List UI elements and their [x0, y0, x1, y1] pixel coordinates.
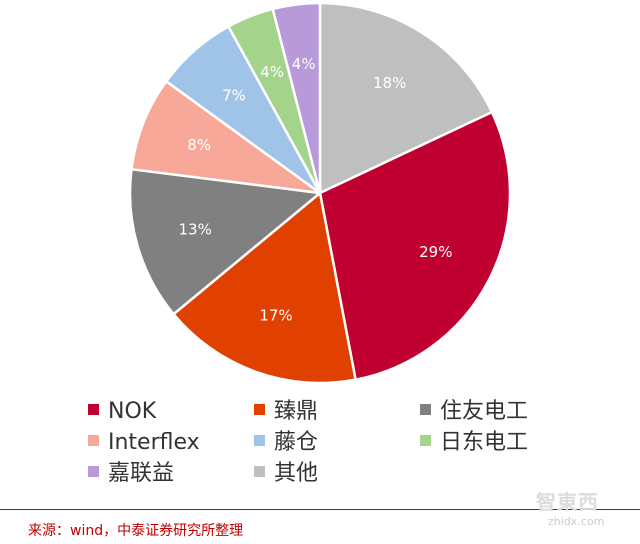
pie-slice-labels: 18% 29% 17% 13% 8% 7% 4% 4% [179, 55, 453, 324]
legend-label-1-0: Interflex [108, 430, 200, 455]
watermark-url: zhidx.com [548, 515, 605, 528]
pie-slices [128, 1, 512, 385]
watermark-logo-text: 智東西 [536, 490, 599, 514]
pie-slice-0 [318, 1, 494, 195]
legend-label-2-0: 嘉联益 [108, 461, 174, 486]
slice-label-2: 17% [259, 306, 292, 324]
legend-swatch-1-0 [88, 435, 99, 446]
legend-swatch-2-0 [88, 466, 99, 477]
legend-swatch-1-1 [254, 435, 265, 446]
slice-label-7: 4% [292, 55, 316, 73]
slice-label-0: 18% [373, 74, 406, 92]
legend-swatch-2-1 [254, 466, 265, 477]
slice-label-6: 4% [260, 63, 284, 81]
legend-label-1-1: 藤仓 [274, 430, 318, 455]
watermark-logo: 智東西 zhidx.com [536, 486, 636, 534]
legend-swatch-1-2 [420, 435, 431, 446]
legend-swatch-0-1 [254, 404, 265, 415]
legend-swatch-0-0 [88, 404, 99, 415]
legend-label-0-1: 臻鼎 [274, 399, 318, 424]
pie-slice-3 [128, 167, 324, 316]
pie-slice-2 [171, 190, 358, 385]
legend-label-1-2: 日东电工 [440, 430, 528, 455]
slice-label-3: 13% [179, 220, 212, 238]
legend-label-0-0: NOK [108, 399, 157, 424]
slice-label-1: 29% [419, 243, 452, 261]
pie-slice-4 [130, 79, 321, 195]
pie-slice-1 [318, 110, 512, 382]
slice-label-4: 8% [187, 136, 211, 154]
source-note: 来源：wind，中泰证券研究所整理 [28, 523, 244, 539]
slice-label-5: 7% [222, 87, 246, 105]
legend-label-2-1: 其他 [274, 461, 318, 486]
legend-label-0-2: 住友电工 [440, 399, 528, 424]
source-divider [0, 509, 640, 510]
pie-slice-7 [271, 1, 322, 194]
legend-swatch-0-2 [420, 404, 431, 415]
